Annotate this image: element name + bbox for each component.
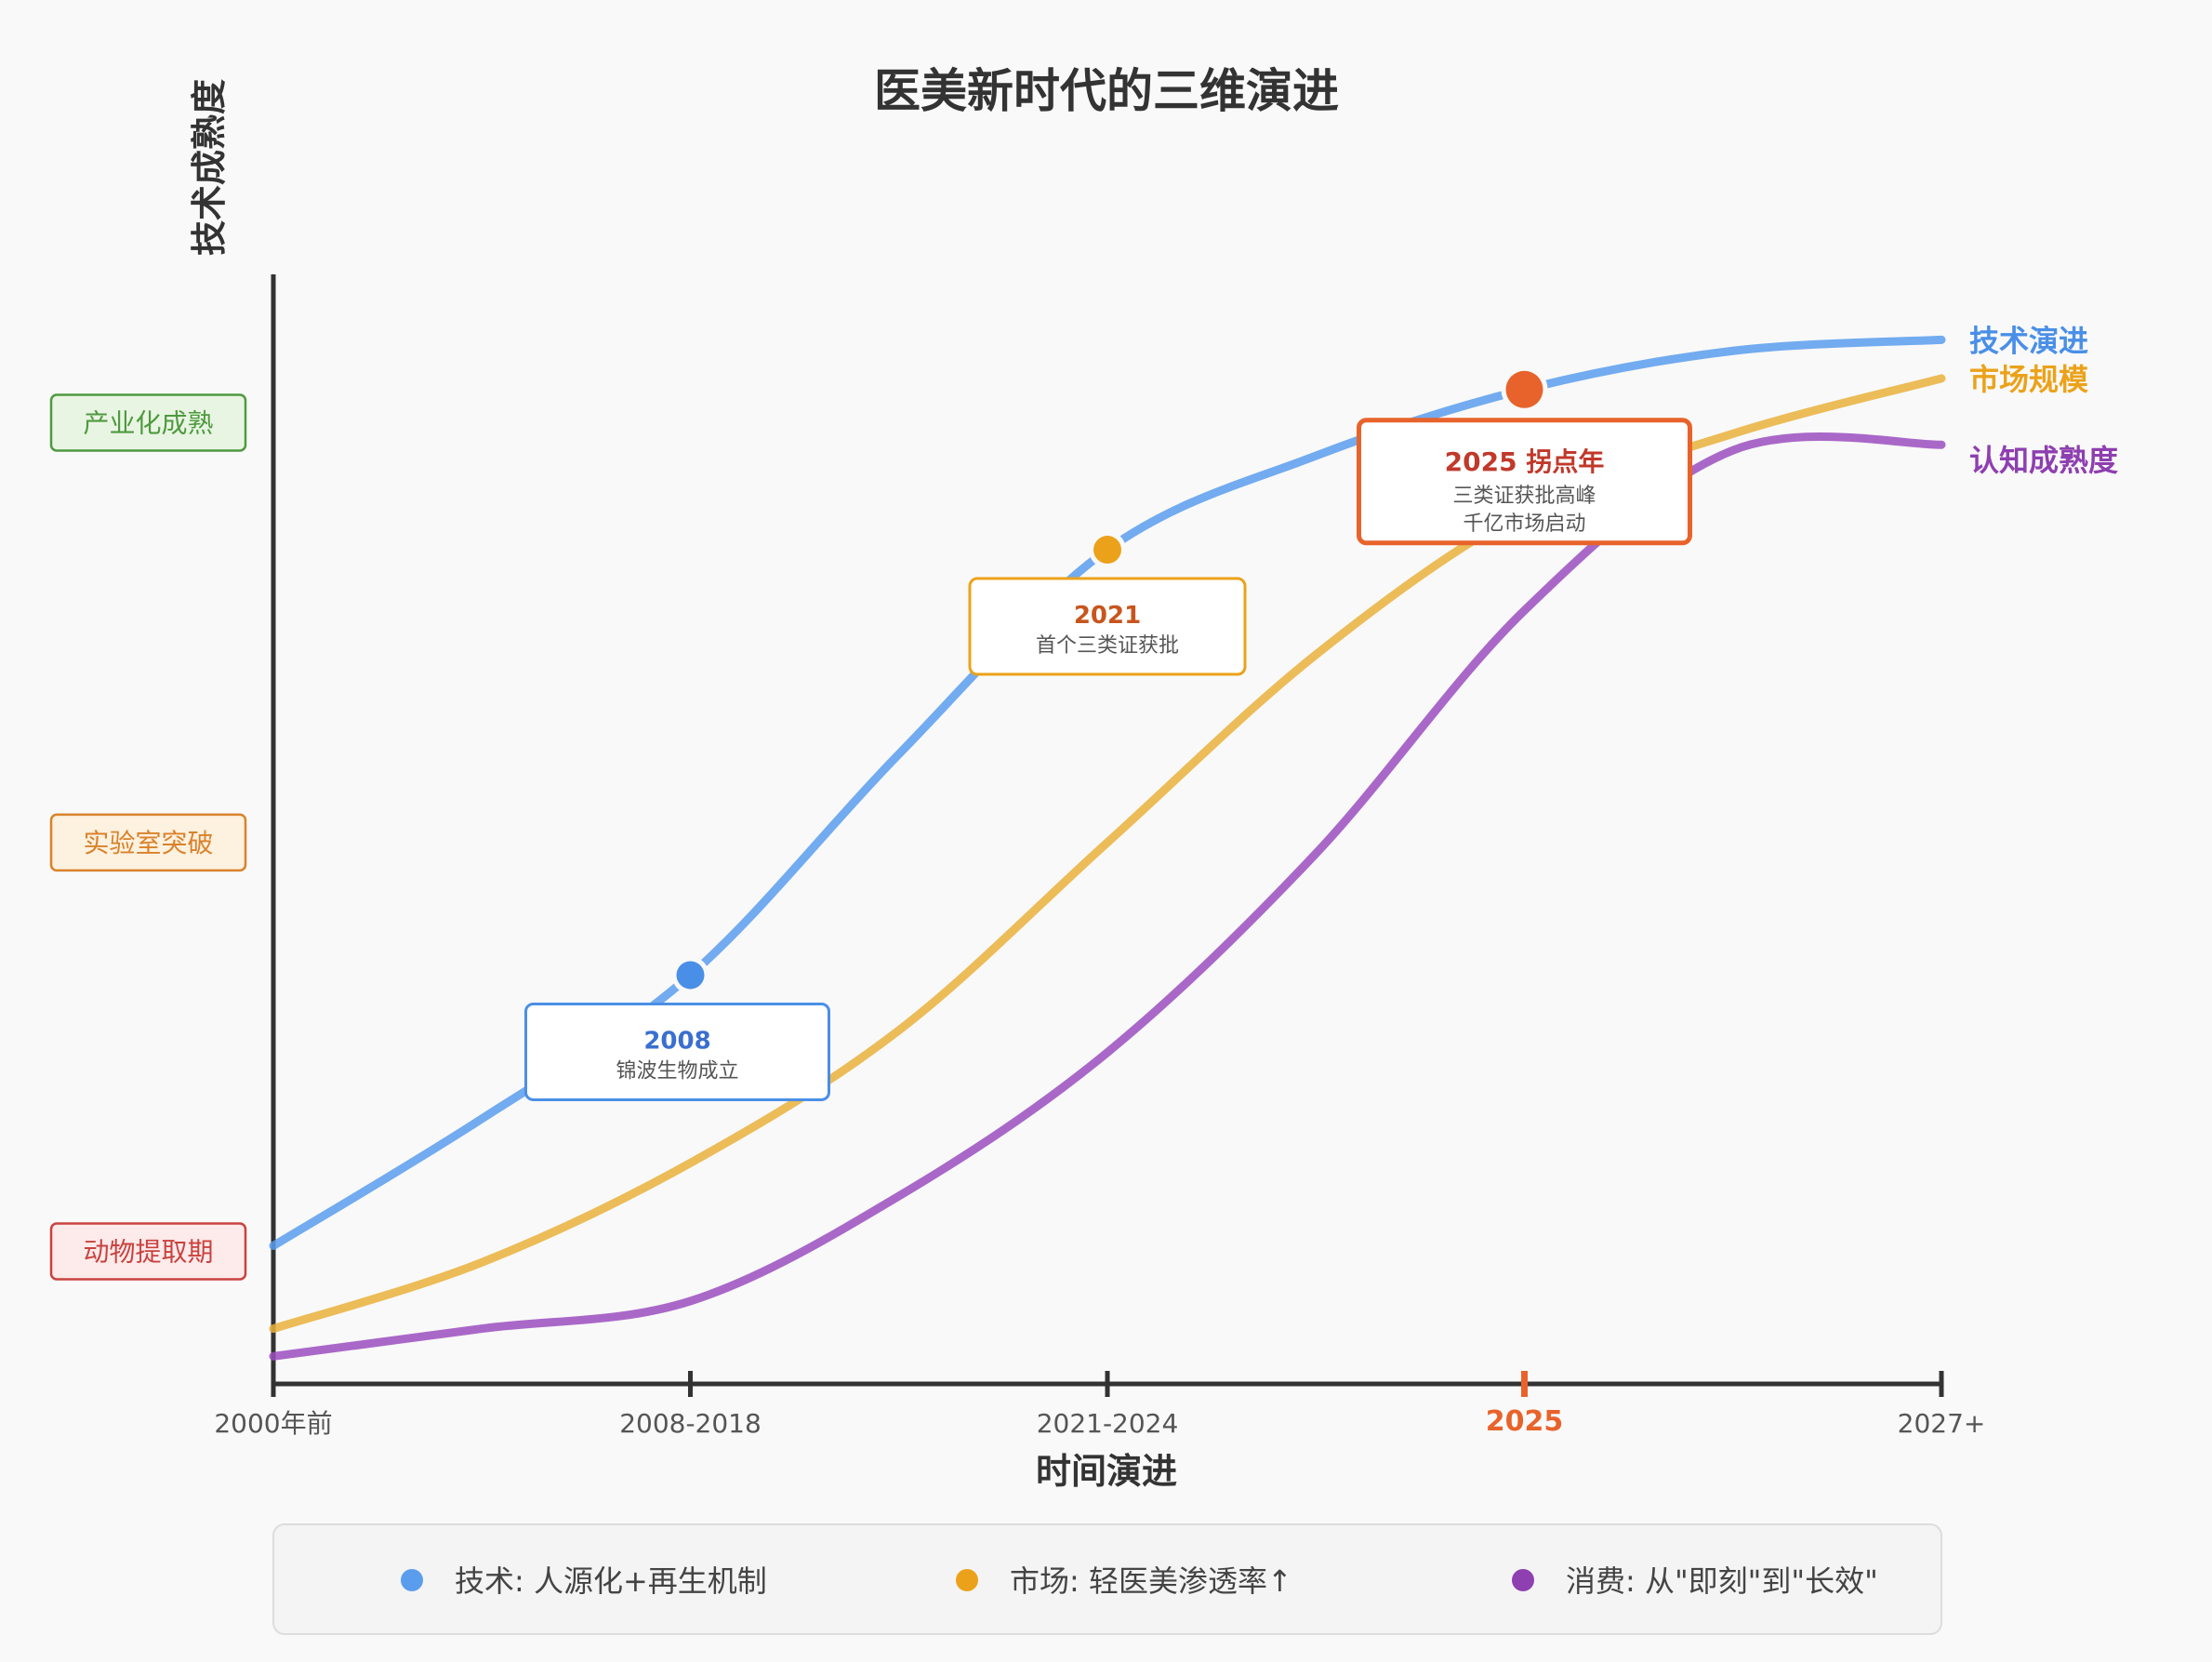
annotation-title: 2021 xyxy=(1074,602,1141,630)
annotation-dot xyxy=(1505,370,1543,408)
annotation: 2021 首个三类证获批 xyxy=(968,531,1247,676)
annotation-text: 千亿市场启动 xyxy=(1463,512,1585,536)
stage-text: 动物提取期 xyxy=(83,1236,213,1267)
legend: 技术: 人源化+再生机制 市场: 轻医美渗透率↑ 消费: 从"即刻"到"长效" xyxy=(272,1523,1942,1635)
legend-item: 技术: 人源化+再生机制 xyxy=(401,1563,767,1599)
stage-label: 实验室突破 xyxy=(49,813,247,872)
x-tick-label: 2025 xyxy=(1486,1405,1564,1438)
legend-swatch xyxy=(401,1569,423,1591)
legend-swatch xyxy=(1512,1569,1534,1591)
annotation-box xyxy=(524,1002,830,1101)
chart-title: 医美新时代的三维演进 xyxy=(874,64,1339,118)
series-label: 市场规模 xyxy=(1969,362,2088,397)
stage-box xyxy=(49,813,247,872)
annotation-title: 2008 xyxy=(643,1027,710,1055)
series-line xyxy=(269,432,1946,1361)
y-axis-label: 技术成熟度 xyxy=(189,79,230,256)
annotation-text: 首个三类证获批 xyxy=(1036,634,1179,658)
annotation-dot xyxy=(676,961,705,990)
stage-label: 动物提取期 xyxy=(49,1222,247,1281)
legend-text: 消费: 从"即刻"到"长效" xyxy=(1566,1563,1878,1599)
annotations: 2008 锦波生物成立 2021 首个三类证获批 2025 拐点年三类证获批高峰千亿市场… xyxy=(524,366,1692,1101)
x-tick-label: 2021-2024 xyxy=(1037,1408,1179,1439)
annotation-box xyxy=(1357,418,1692,546)
stage-text: 产业化成熟 xyxy=(83,407,213,438)
x-tick-label: 2008-2018 xyxy=(619,1408,762,1439)
annotation-text: 锦波生物成立 xyxy=(616,1059,738,1083)
stage-text: 实验室突破 xyxy=(83,828,213,858)
legend-swatch xyxy=(956,1569,978,1591)
legend-box xyxy=(272,1523,1942,1635)
legend-text: 技术: 人源化+再生机制 xyxy=(455,1563,767,1599)
x-tick-label: 2027+ xyxy=(1898,1408,1986,1439)
series-label: 技术演进 xyxy=(1969,323,2088,358)
legend-text: 市场: 轻医美渗透率↑ xyxy=(1010,1563,1292,1599)
stage-box xyxy=(49,1222,247,1281)
annotation: 2008 锦波生物成立 xyxy=(524,956,830,1101)
x-axis-label: 时间演进 xyxy=(1036,1451,1177,1492)
stage-box xyxy=(49,393,247,452)
series-label: 认知成熟度 xyxy=(1969,443,2118,478)
annotation-title: 2025 拐点年 xyxy=(1445,446,1605,477)
annotation-dot xyxy=(1093,536,1121,565)
stage-label: 产业化成熟 xyxy=(49,393,247,452)
annotation-text: 三类证获批高峰 xyxy=(1452,485,1596,508)
legend-item: 消费: 从"即刻"到"长效" xyxy=(1512,1563,1878,1599)
y-stage-labels: 动物提取期 实验室突破 产业化成熟 xyxy=(49,393,247,1281)
x-tick-labels: 2000年前 2008-2018 2021-2024 2025 2027+ xyxy=(214,1371,1985,1439)
x-tick-label: 2000年前 xyxy=(214,1408,332,1439)
annotation-box xyxy=(968,577,1247,676)
legend-item: 市场: 轻医美渗透率↑ xyxy=(956,1563,1292,1599)
